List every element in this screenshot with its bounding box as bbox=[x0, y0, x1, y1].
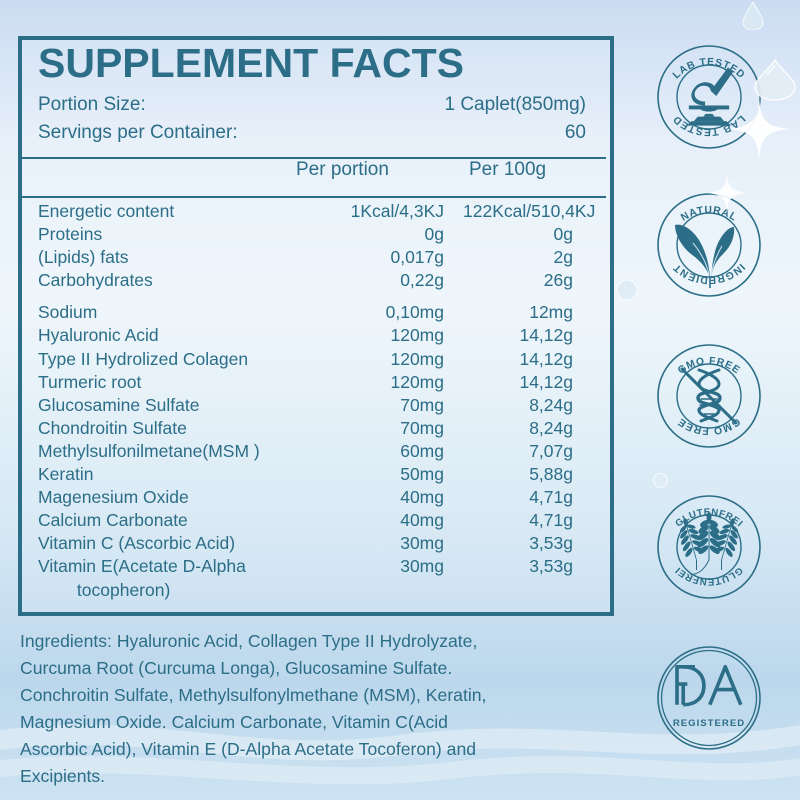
svg-text:GLUTENFREI: GLUTENFREI bbox=[673, 564, 744, 587]
svg-text:REGISTERED: REGISTERED bbox=[673, 718, 745, 729]
svg-text:LAB TESTED: LAB TESTED bbox=[671, 57, 747, 81]
